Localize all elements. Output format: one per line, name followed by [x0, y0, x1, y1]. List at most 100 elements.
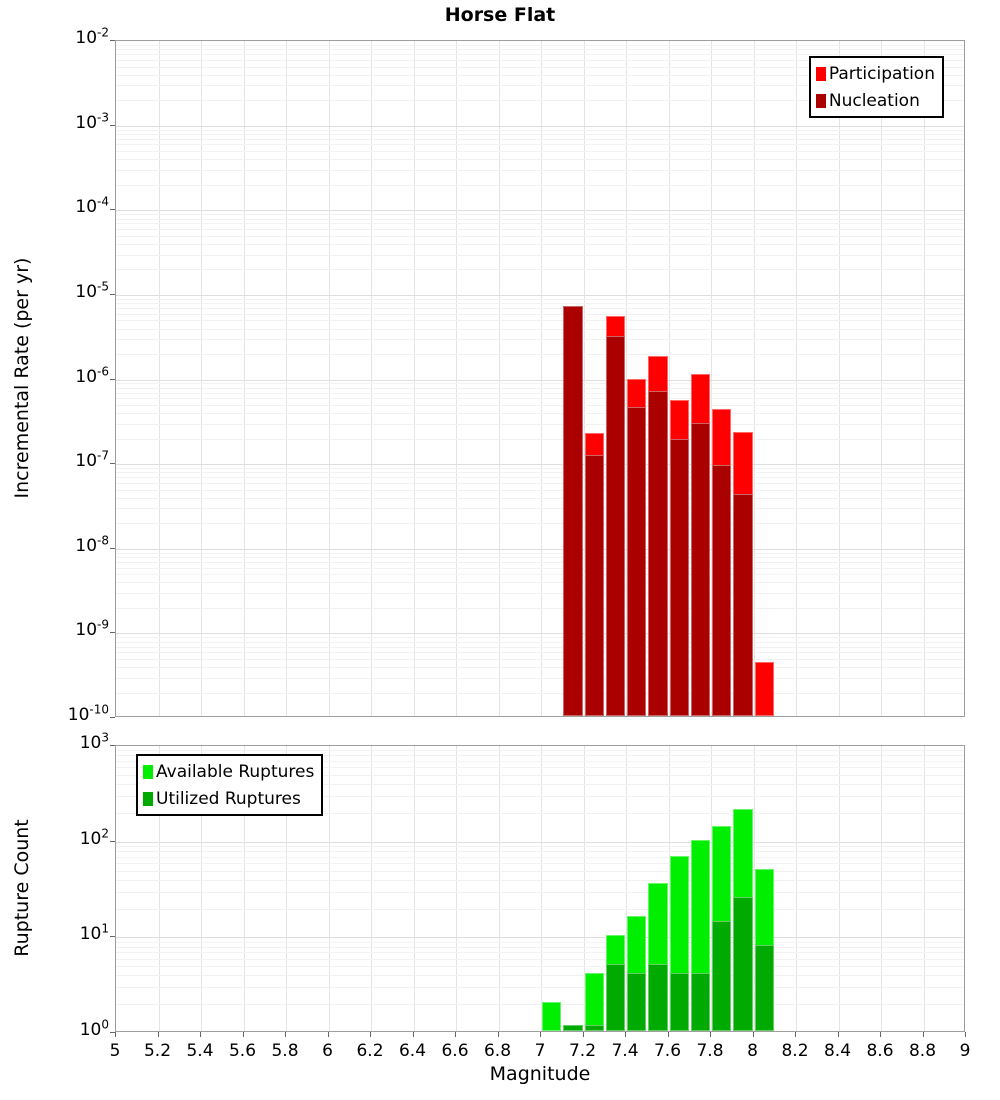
gridline-minor	[116, 652, 964, 654]
gridline-vertical	[668, 746, 670, 1031]
x-tick-mark	[667, 1032, 669, 1037]
gridline-minor	[116, 85, 964, 87]
x-tick-mark	[880, 1032, 881, 1037]
gridline-vertical	[753, 746, 755, 1031]
gridline-minor	[116, 229, 964, 230]
bar-utilized-ruptures-7.75	[690, 973, 711, 1031]
gridline-minor	[116, 658, 964, 660]
x-tick-mark	[157, 1032, 159, 1037]
gridline-minor	[116, 320, 964, 322]
gridline-vertical	[371, 746, 372, 1031]
gridline-major	[116, 464, 964, 466]
bar-nucleation-7.35	[605, 335, 625, 716]
gridline-minor	[116, 218, 964, 220]
bar-utilized-ruptures-8.05	[754, 944, 774, 1031]
gridline-minor	[116, 328, 964, 330]
y-tick-mark	[110, 1032, 115, 1033]
gridline-minor	[116, 223, 964, 225]
legend-item-available-ruptures: Available Ruptures	[143, 758, 314, 785]
gridline-minor	[116, 472, 964, 474]
x-axis-label: Magnitude	[489, 1063, 591, 1085]
y-tick-label: 10-5	[75, 279, 109, 302]
y-tick-mark	[110, 840, 115, 842]
gridline-minor	[116, 958, 964, 960]
y-tick-mark	[110, 378, 115, 380]
y-tick-mark	[110, 209, 115, 211]
gridline-vertical	[243, 746, 245, 1031]
y-tick-mark	[110, 745, 115, 746]
bar-nucleation-7.15	[563, 306, 583, 716]
gridline-major	[116, 125, 964, 127]
y-tick-mark	[110, 124, 115, 126]
y-tick-label: 10-7	[75, 448, 109, 472]
legend-label-utilized-ruptures: Utilized Ruptures	[156, 788, 301, 809]
bar-available-ruptures-7.05	[542, 1002, 562, 1031]
gridline-vertical	[328, 41, 330, 716]
x-tick-mark	[497, 1032, 499, 1037]
bar-nucleation-7.65	[669, 438, 689, 716]
gridline-minor	[116, 184, 964, 186]
gridline-minor	[116, 850, 964, 852]
gridline-minor	[116, 677, 964, 679]
x-tick-label: 5	[109, 1041, 121, 1061]
legend-item-participation: Participation	[815, 60, 935, 87]
x-tick-mark	[922, 1032, 924, 1037]
x-tick-label: 5.4	[186, 1041, 214, 1061]
x-tick-mark	[115, 1032, 116, 1037]
rate-legend: Participation Nucleation	[808, 56, 944, 118]
gridline-minor	[116, 298, 964, 300]
gridline-minor	[116, 54, 964, 56]
y-tick-label: 10-3	[75, 109, 109, 133]
x-tick-label: 8	[747, 1041, 758, 1061]
legend-label-available-ruptures: Available Ruptures	[156, 761, 315, 782]
y-tick-mark	[110, 632, 115, 634]
y-tick-mark	[110, 293, 115, 295]
gridline-vertical	[626, 746, 627, 1031]
gridline-minor	[116, 760, 964, 762]
gridline-vertical	[286, 746, 287, 1031]
x-tick-label: 7.4	[611, 1041, 639, 1061]
gridline-minor	[116, 607, 964, 609]
gridline-minor	[116, 313, 964, 315]
legend-item-utilized-ruptures: Utilized Ruptures	[143, 785, 314, 812]
y-tick-label: 10-4	[75, 194, 109, 218]
gridline-vertical	[243, 41, 245, 716]
gridline-minor	[116, 339, 964, 341]
gridline-minor	[116, 508, 964, 510]
y-tick-label: 102	[79, 826, 109, 849]
bar-utilized-ruptures-7.15	[563, 1025, 583, 1031]
gridline-vertical	[158, 41, 160, 716]
nucleation-swatch-icon	[815, 93, 826, 108]
available-ruptures-swatch-icon	[143, 764, 153, 779]
x-tick-label: 6.2	[356, 1041, 384, 1061]
gridline-major	[116, 379, 964, 381]
gridline-minor	[116, 44, 964, 46]
gridline-minor	[116, 413, 964, 415]
chart-title: Horse Flat	[444, 4, 556, 26]
gridline-minor	[116, 637, 964, 639]
gridline-minor	[116, 468, 964, 469]
gridline-minor	[116, 774, 964, 776]
bar-nucleation-7.55	[648, 390, 668, 716]
bar-utilized-ruptures-7.25	[584, 1025, 604, 1031]
gridline-minor	[116, 646, 964, 648]
y-tick-mark	[110, 936, 115, 938]
x-tick-label: 6	[322, 1041, 333, 1061]
x-tick-mark	[752, 1032, 754, 1037]
y-tick-mark	[110, 547, 115, 549]
gridline-minor	[116, 151, 964, 153]
x-tick-label: 5.8	[271, 1041, 299, 1061]
gridline-vertical	[201, 746, 202, 1031]
participation-swatch-icon	[815, 66, 826, 81]
gridline-minor	[116, 387, 964, 389]
gridline-vertical	[158, 746, 160, 1031]
gridline-minor	[116, 567, 964, 569]
y-tick-label: 103	[79, 730, 109, 753]
bar-nucleation-7.75	[690, 423, 711, 716]
gridline-minor	[116, 383, 964, 385]
x-tick-mark	[412, 1032, 414, 1037]
gridline-minor	[116, 667, 964, 669]
gridline-minor	[116, 593, 964, 594]
gridline-minor	[116, 784, 964, 786]
